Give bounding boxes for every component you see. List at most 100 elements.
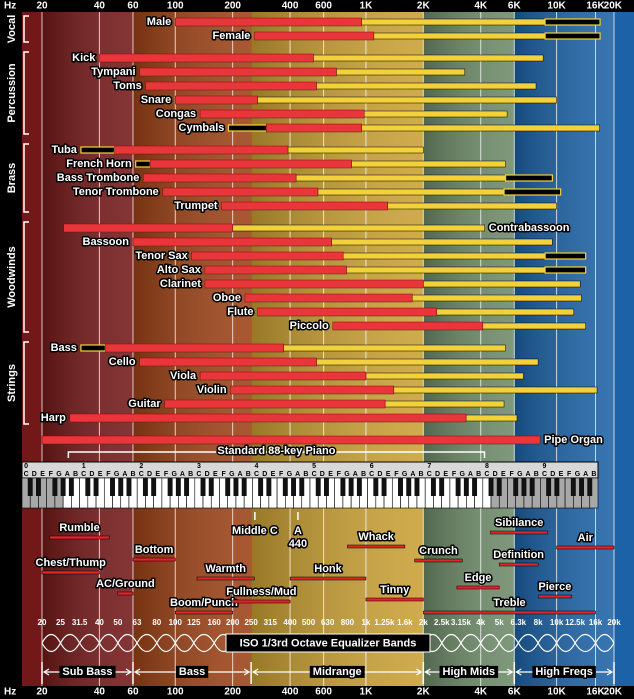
fundamental-bar	[265, 123, 362, 133]
note-name: G	[402, 471, 408, 478]
note-name: F	[49, 471, 54, 478]
extended-bar	[135, 160, 151, 168]
black-key	[299, 478, 305, 496]
descriptor-label: Boom/Punch	[170, 597, 238, 609]
iso-band-label: 63	[133, 618, 142, 627]
descriptor-bar	[289, 576, 367, 581]
x-tick-label: 600	[315, 687, 332, 698]
x-tick-label: 100	[167, 1, 184, 12]
x-tick-label: 1K	[360, 1, 374, 12]
note-name: A	[583, 471, 588, 478]
group-bracket	[23, 143, 29, 213]
iso-band-label: 16k	[589, 618, 603, 627]
black-key	[439, 478, 445, 496]
instrument-label: Tenor Sax	[135, 250, 188, 262]
descriptor-label: Tinny	[380, 584, 410, 596]
octave-number: 0	[24, 463, 28, 470]
iso-band-label: 250	[244, 618, 258, 627]
iso-band-label: 4k	[476, 618, 485, 627]
note-name: A	[410, 471, 415, 478]
octave-number: 9	[543, 463, 547, 470]
iso-band-label: 10k	[550, 618, 564, 627]
descriptor-label: Treble	[493, 597, 525, 609]
note-name: F	[337, 471, 342, 478]
section-label: Midrange	[313, 666, 362, 678]
x-tick-label: 2K	[417, 687, 431, 698]
iso-band-label: 25	[56, 618, 65, 627]
black-key	[266, 478, 272, 496]
descriptor-bar	[537, 594, 572, 599]
x-tick-label: 400	[282, 687, 299, 698]
descriptor-label: Rumble	[59, 522, 99, 534]
descriptor-label: Honk	[314, 563, 342, 575]
x-tick-label: 1K	[360, 687, 374, 698]
note-name: E	[386, 471, 391, 478]
iso-band-label: 80	[152, 618, 161, 627]
harmonics-bar	[361, 18, 546, 26]
note-name: E	[213, 471, 218, 478]
group-label: Strings	[6, 364, 18, 402]
descriptor-bar	[423, 610, 596, 615]
black-key	[118, 478, 124, 496]
x-tick-label: 200	[224, 1, 241, 12]
note-name: A	[180, 471, 185, 478]
group-label: Brass	[6, 163, 18, 194]
note-name: A	[122, 471, 127, 478]
note-name: A	[295, 471, 300, 478]
piano-range	[67, 451, 486, 458]
fundamental-bar	[150, 159, 352, 169]
fundamental-bar	[257, 307, 437, 317]
black-key	[579, 478, 585, 496]
note-name: F	[509, 471, 514, 478]
harmonics-bar	[316, 82, 537, 90]
iso-band-label: 2.5k	[434, 618, 450, 627]
instrument-label: Oboe	[213, 292, 241, 304]
fundamental-bar	[191, 251, 344, 261]
note-name: C	[24, 471, 29, 478]
harmonics-bar	[287, 146, 424, 154]
section-label: High Mids	[443, 666, 496, 678]
section-label-bg	[309, 665, 365, 678]
instrument-label: Bass Trombone	[57, 172, 140, 184]
note-name: A	[526, 471, 531, 478]
region-shade	[514, 12, 614, 686]
black-key	[233, 478, 239, 496]
black-key	[323, 478, 329, 496]
fundamental-bar	[41, 435, 541, 445]
black-key	[521, 478, 527, 496]
note-name: F	[164, 471, 169, 478]
note-name: D	[32, 471, 37, 478]
iso-band-label: 3.15k	[451, 618, 472, 627]
fundamental-bar	[204, 279, 424, 289]
black-key	[488, 478, 494, 496]
note-name: D	[89, 471, 94, 478]
axis-label: Hz	[4, 1, 16, 12]
iso-band-label: 125	[187, 618, 201, 627]
black-key	[529, 478, 535, 496]
band-wave	[556, 633, 576, 653]
x-tick-label: 40	[94, 1, 106, 12]
iso-band-label: 40	[95, 618, 104, 627]
marker-label: A	[294, 525, 302, 537]
harmonics-bar	[365, 372, 524, 380]
note-name: A	[65, 471, 70, 478]
iso-band-label: 1.25k	[374, 618, 395, 627]
note-name: B	[188, 471, 193, 478]
note-name: G	[229, 471, 235, 478]
x-tick-label: 4K	[474, 1, 488, 12]
black-key	[142, 478, 148, 496]
x-tick-label: 60	[127, 687, 139, 698]
iso-band-label: 6.3k	[511, 618, 527, 627]
band-wave	[156, 633, 176, 653]
section-label: Bass	[179, 666, 205, 678]
instrument-label: Flute	[227, 306, 253, 318]
extended-bar	[80, 344, 106, 352]
note-name: C	[369, 471, 374, 478]
label-column	[0, 12, 22, 686]
harmonics-bar	[283, 344, 506, 352]
note-name: E	[501, 471, 506, 478]
instrument-label: Piccolo	[290, 320, 329, 332]
section-label-bg	[59, 665, 116, 678]
fundamental-bar	[69, 413, 467, 423]
note-name: E	[155, 471, 160, 478]
